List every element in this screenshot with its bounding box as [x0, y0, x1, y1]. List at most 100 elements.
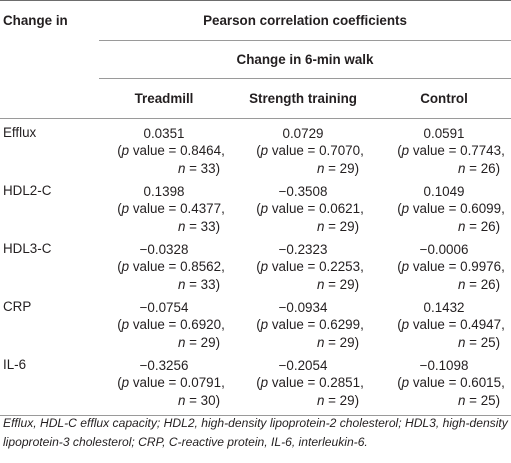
- table-footnote: Efflux, HDL-C efflux capacity; HDL2, hig…: [3, 416, 508, 449]
- p-symbol: p: [401, 317, 410, 332]
- n-line: n = 33): [177, 218, 221, 234]
- group-header: Pearson correlation coefficients: [99, 0, 511, 41]
- n-value: 26: [480, 218, 496, 234]
- p-value: 0.6299: [319, 317, 361, 332]
- row-header: Change in: [0, 0, 99, 41]
- p-value: 0.2851: [319, 375, 361, 390]
- p-value-line: (p value = 0.4377,: [117, 201, 225, 216]
- p-value-text: value =: [409, 317, 461, 332]
- p-symbol: p: [401, 259, 410, 274]
- correlation-coefficient: −0.2323: [278, 242, 328, 257]
- n-value: 29: [339, 334, 355, 350]
- table-row: IL-6 −0.3256 (p value = 0.0791, n = 30) −0.2…: [0, 351, 511, 416]
- n-equals: =: [185, 160, 201, 176]
- correlation-coefficient: −0.0754: [139, 300, 189, 315]
- n-line: n = 29): [316, 276, 360, 292]
- table-row: HDL2-C 0.1398 (p value = 0.4377, n = 33) −0.…: [0, 177, 511, 235]
- table-cell: −0.0328 (p value = 0.8562, n = 33): [99, 235, 229, 293]
- n-line: n = 25): [457, 392, 501, 408]
- n-symbol: n: [457, 334, 466, 350]
- p-value: 0.2253: [319, 259, 361, 274]
- n-symbol: n: [177, 160, 186, 176]
- correlation-coefficient: −0.1098: [419, 358, 469, 373]
- table-cell: −0.2054 (p value = 0.2851, n = 29): [229, 351, 377, 416]
- n-symbol: n: [457, 276, 466, 292]
- table-cell: −0.0006 (p value = 0.9976, n = 26): [377, 235, 511, 293]
- column-header-strength-training: Strength training: [229, 78, 377, 119]
- n-equals: =: [324, 276, 340, 292]
- table-cell: 0.1398 (p value = 0.4377, n = 33): [99, 177, 229, 235]
- n-symbol: n: [177, 218, 186, 234]
- correlation-table: Change in Pearson correlation coefficien…: [0, 0, 511, 416]
- n-equals: =: [185, 334, 201, 350]
- p-value-line: (p value = 0.8464,: [117, 143, 225, 158]
- correlation-coefficient: 0.1432: [423, 300, 465, 315]
- n-symbol: n: [177, 392, 186, 408]
- n-value: 29: [339, 392, 355, 408]
- row-label: Efflux: [3, 125, 37, 140]
- p-value-text: value =: [409, 375, 461, 390]
- p-value-text: value =: [268, 143, 320, 158]
- p-symbol: p: [260, 375, 269, 390]
- table-cell: −0.3256 (p value = 0.0791, n = 30): [99, 351, 229, 416]
- correlation-coefficient: −0.0006: [419, 242, 469, 257]
- p-value-line: (p value = 0.6099,: [397, 201, 505, 216]
- n-equals: =: [324, 334, 340, 350]
- correlation-coefficient: −0.3256: [139, 358, 189, 373]
- p-value-text: value =: [268, 201, 320, 216]
- correlation-coefficient: −0.3508: [278, 184, 328, 199]
- correlation-coefficient: 0.0729: [282, 126, 324, 141]
- n-equals: =: [324, 392, 340, 408]
- p-value-line: (p value = 0.7070,: [256, 143, 364, 158]
- table-body: Efflux 0.0351 (p value = 0.8464, n = 33) 0.0…: [0, 119, 511, 416]
- p-value: 0.4947: [460, 317, 502, 332]
- n-equals: =: [465, 334, 481, 350]
- row-label: HDL2-C: [3, 183, 52, 198]
- p-symbol: p: [260, 143, 269, 158]
- n-value: 29: [339, 276, 355, 292]
- row-label: IL-6: [0, 351, 99, 416]
- p-symbol: p: [401, 201, 410, 216]
- table-cell: 0.1049 (p value = 0.6099, n = 26): [377, 177, 511, 235]
- p-value-text: value =: [409, 143, 461, 158]
- p-symbol: p: [121, 143, 130, 158]
- table-cell: 0.1432 (p value = 0.4947, n = 25): [377, 293, 511, 351]
- table-cell: 0.0591 (p value = 0.7743, n = 26): [377, 119, 511, 178]
- n-symbol: n: [457, 160, 466, 176]
- column-header-control: Control: [377, 78, 511, 119]
- correlation-coefficient: −0.2054: [278, 358, 328, 373]
- p-value-text: value =: [268, 317, 320, 332]
- n-line: n = 33): [177, 160, 221, 176]
- p-value-line: (p value = 0.6299,: [256, 317, 364, 332]
- n-value: 26: [480, 160, 496, 176]
- correlation-coefficient: −0.0934: [278, 300, 328, 315]
- p-value-text: value =: [129, 259, 181, 274]
- p-symbol: p: [401, 143, 410, 158]
- p-value-line: (p value = 0.0621,: [256, 201, 364, 216]
- n-equals: =: [185, 392, 201, 408]
- p-value-text: value =: [268, 375, 320, 390]
- p-value-line: (p value = 0.9976,: [397, 259, 505, 274]
- n-symbol: n: [316, 276, 325, 292]
- n-line: n = 26): [457, 218, 501, 234]
- n-symbol: n: [316, 218, 325, 234]
- correlation-coefficient: 0.1049: [423, 184, 465, 199]
- p-value-text: value =: [409, 201, 461, 216]
- n-line: n = 26): [457, 160, 501, 176]
- p-value-text: value =: [129, 375, 181, 390]
- blank-header-cell: [0, 41, 99, 79]
- n-equals: =: [465, 160, 481, 176]
- p-value-line: (p value = 0.0791,: [117, 375, 225, 390]
- table-row: Efflux 0.0351 (p value = 0.8464, n = 33) 0.0…: [0, 119, 511, 178]
- n-value: 29: [339, 218, 355, 234]
- p-symbol: p: [260, 259, 269, 274]
- table-cell: 0.0729 (p value = 0.7070, n = 29): [229, 119, 377, 178]
- p-symbol: p: [121, 317, 130, 332]
- n-value: 29: [200, 334, 216, 350]
- n-line: n = 29): [316, 218, 360, 234]
- n-line: n = 29): [177, 334, 221, 350]
- p-symbol: p: [401, 375, 410, 390]
- n-equals: =: [465, 392, 481, 408]
- table-cell: −0.0754 (p value = 0.6920, n = 29): [99, 293, 229, 351]
- correlation-coefficient: 0.0351: [143, 126, 185, 141]
